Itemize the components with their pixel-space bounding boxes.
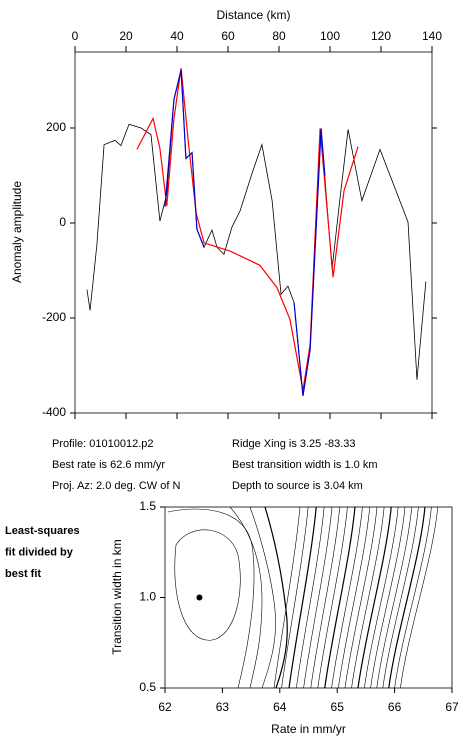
x-axis-title: Distance (km) bbox=[216, 8, 290, 22]
x-tick-label: 62 bbox=[158, 700, 172, 714]
y-tick-label: -200 bbox=[42, 310, 66, 324]
line-series bbox=[164, 69, 326, 396]
contour-line bbox=[344, 507, 378, 688]
contour-line bbox=[364, 507, 399, 688]
contours bbox=[167, 507, 439, 688]
x-tick-label: 100 bbox=[320, 29, 340, 43]
contour-line bbox=[357, 507, 392, 688]
contour-line bbox=[281, 507, 309, 688]
x-tick-label: 63 bbox=[216, 700, 230, 714]
contour-line bbox=[388, 507, 426, 688]
contour-line bbox=[273, 507, 301, 688]
contour-line bbox=[376, 507, 413, 688]
plot-frame bbox=[74, 51, 433, 414]
x-tick-label: 0 bbox=[72, 29, 79, 43]
contour-line bbox=[338, 507, 371, 688]
x-tick-label: 20 bbox=[119, 29, 133, 43]
x-tick-label: 66 bbox=[388, 700, 402, 714]
x-tick-label: 60 bbox=[221, 29, 235, 43]
contour-line bbox=[303, 507, 333, 688]
y-tick-label: 200 bbox=[46, 120, 66, 134]
line-series bbox=[136, 68, 359, 391]
contour-frame bbox=[164, 506, 453, 689]
y-tick-label: 1.0 bbox=[139, 590, 156, 604]
x-tick-label: 120 bbox=[371, 29, 391, 43]
y-axis-title: Anomaly amplitude bbox=[10, 181, 24, 283]
y-tick-label: 1.5 bbox=[139, 499, 156, 513]
x-tick-label: 64 bbox=[273, 700, 287, 714]
y-tick-label: -400 bbox=[42, 405, 66, 419]
x-tick-label: 80 bbox=[272, 29, 286, 43]
info-text: Best transition width is 1.0 km bbox=[232, 459, 378, 471]
side-label: Least-squares bbox=[5, 525, 80, 537]
x-tick-label: 140 bbox=[422, 29, 442, 43]
contour-line bbox=[394, 507, 432, 688]
y-tick-label: 0.5 bbox=[139, 680, 156, 694]
contour-line bbox=[317, 507, 348, 688]
contour-line bbox=[310, 507, 341, 688]
y-axis-title: Transition width in km bbox=[110, 539, 124, 655]
info-text: Best rate is 62.6 mm/yr bbox=[52, 459, 165, 471]
best-fit-point bbox=[196, 594, 203, 601]
contour-line bbox=[296, 507, 325, 688]
side-label: best fit bbox=[5, 568, 41, 580]
info-text: Depth to source is 3.04 km bbox=[232, 480, 363, 492]
contour-line bbox=[370, 507, 406, 688]
contour-line bbox=[331, 507, 363, 688]
info-text: Ridge Xing is 3.25 -83.33 bbox=[232, 438, 356, 450]
contour-line bbox=[288, 507, 317, 688]
x-axis-title: Rate in mm/yr bbox=[271, 722, 346, 736]
contour-line bbox=[351, 507, 385, 688]
contour-line bbox=[400, 507, 439, 688]
contour-line bbox=[382, 507, 419, 688]
y-tick-label: 0 bbox=[59, 215, 66, 229]
x-tick-label: 40 bbox=[170, 29, 184, 43]
info-text: Proj. Az: 2.0 deg. CW of N bbox=[52, 480, 180, 492]
info-text: Profile: 01010012.p2 bbox=[52, 438, 154, 450]
line-series bbox=[86, 69, 427, 396]
x-tick-label: 67 bbox=[445, 700, 459, 714]
side-label: fit divided by bbox=[5, 546, 74, 558]
contour-line bbox=[324, 507, 356, 688]
x-tick-label: 65 bbox=[331, 700, 345, 714]
